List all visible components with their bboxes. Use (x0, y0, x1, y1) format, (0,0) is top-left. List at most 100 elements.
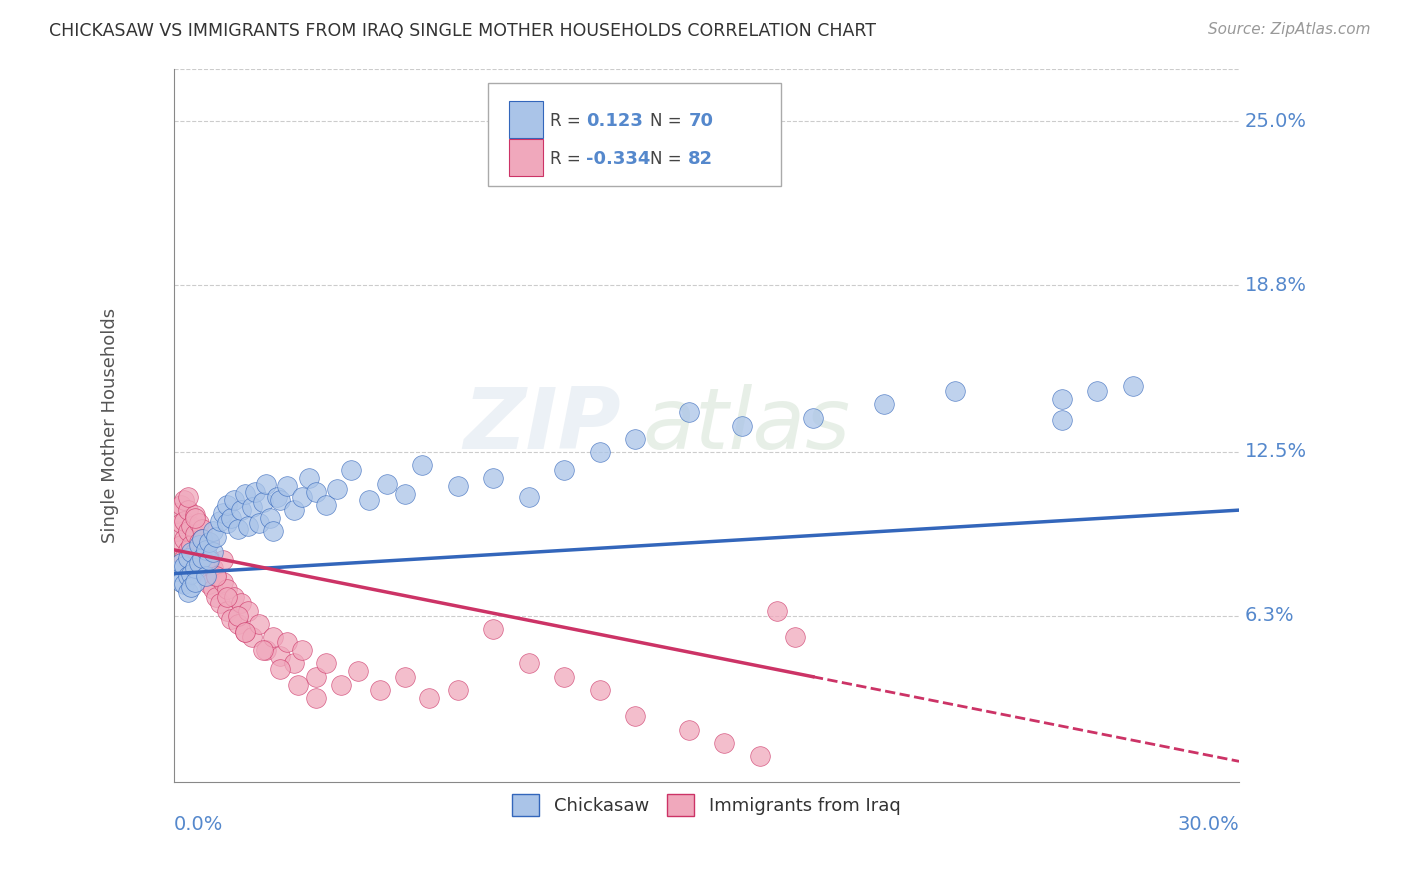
Point (173, 550, 195, 565)
Legend: Chickasaw, Immigrants from Iraq: Chickasaw, Immigrants from Iraq (505, 787, 908, 823)
Point (247, 516, 270, 531)
Point (1085, 384, 1108, 398)
Point (276, 635, 298, 649)
Point (201, 524, 224, 539)
Point (238, 519, 260, 533)
Point (191, 564, 214, 578)
Point (177, 490, 200, 504)
Point (215, 604, 238, 618)
Point (482, 622, 505, 636)
Point (170, 537, 193, 551)
Point (315, 498, 337, 512)
Point (418, 690, 440, 705)
Point (247, 616, 270, 631)
Point (205, 569, 228, 583)
Point (219, 611, 242, 625)
Point (254, 643, 277, 657)
Point (219, 511, 242, 525)
Point (254, 476, 277, 491)
Point (205, 591, 228, 605)
Point (233, 624, 256, 639)
Point (224, 492, 246, 507)
Point (713, 736, 735, 750)
Point (231, 596, 253, 610)
Point (252, 643, 274, 657)
Point (276, 479, 298, 493)
Point (340, 463, 363, 477)
Point (262, 630, 284, 644)
Point (198, 550, 221, 565)
Point (180, 519, 202, 533)
Point (194, 548, 217, 562)
Point (177, 503, 200, 517)
Point (290, 490, 312, 504)
Point (394, 487, 416, 501)
Point (187, 516, 209, 531)
Point (259, 511, 281, 525)
Point (624, 709, 647, 723)
Point (1122, 379, 1144, 393)
Point (305, 690, 328, 705)
Point (194, 542, 217, 557)
Point (1050, 392, 1073, 406)
Point (447, 479, 470, 493)
Point (447, 682, 470, 697)
Point (177, 524, 200, 539)
Text: 6.3%: 6.3% (1244, 607, 1294, 625)
Point (191, 522, 214, 536)
Text: 70: 70 (689, 112, 713, 129)
Point (198, 577, 221, 591)
Point (180, 566, 202, 581)
Point (170, 574, 193, 589)
Point (208, 596, 231, 610)
Point (326, 482, 349, 496)
Point (177, 542, 200, 557)
Point (589, 445, 612, 459)
Point (173, 577, 195, 591)
Point (180, 545, 202, 559)
Point (1050, 413, 1073, 427)
Point (357, 492, 380, 507)
Point (184, 561, 207, 575)
Point (177, 550, 200, 565)
Point (166, 564, 188, 578)
Point (298, 471, 321, 485)
Text: 0.0%: 0.0% (174, 814, 224, 834)
Point (187, 537, 209, 551)
Point (226, 608, 249, 623)
Point (269, 492, 291, 507)
Point (233, 487, 256, 501)
Point (184, 527, 207, 541)
Point (873, 397, 896, 411)
Point (205, 530, 228, 544)
Point (224, 591, 246, 605)
Point (290, 643, 312, 657)
Point (180, 558, 202, 573)
Point (170, 556, 193, 570)
Point (589, 682, 612, 697)
FancyBboxPatch shape (509, 101, 543, 137)
Point (305, 670, 328, 684)
Point (305, 484, 328, 499)
Point (553, 670, 575, 684)
Point (194, 569, 217, 583)
Point (166, 506, 188, 520)
Text: 82: 82 (689, 150, 713, 169)
Point (201, 545, 224, 559)
Point (245, 484, 267, 499)
Text: N =: N = (650, 150, 686, 169)
Text: Source: ZipAtlas.com: Source: ZipAtlas.com (1208, 22, 1371, 37)
Point (191, 542, 214, 557)
FancyBboxPatch shape (509, 139, 543, 177)
Point (173, 558, 195, 573)
Text: 0.123: 0.123 (586, 112, 643, 129)
Text: 18.8%: 18.8% (1244, 276, 1306, 295)
Point (801, 410, 824, 425)
FancyBboxPatch shape (488, 83, 780, 186)
Text: 25.0%: 25.0% (1244, 112, 1306, 131)
Point (678, 723, 700, 737)
Point (191, 532, 214, 546)
Text: N =: N = (650, 112, 686, 129)
Point (262, 524, 284, 539)
Point (252, 495, 274, 509)
